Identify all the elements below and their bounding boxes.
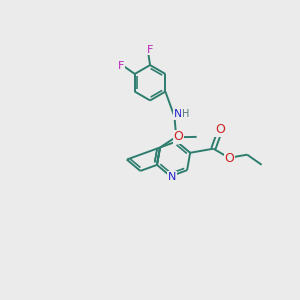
Text: O: O bbox=[215, 123, 225, 136]
Text: N: N bbox=[168, 172, 176, 182]
Text: O: O bbox=[224, 152, 234, 165]
Text: H: H bbox=[182, 109, 189, 118]
Text: O: O bbox=[173, 130, 183, 143]
Text: F: F bbox=[147, 45, 153, 55]
Text: H: H bbox=[182, 109, 189, 118]
Text: O: O bbox=[224, 152, 234, 165]
Text: F: F bbox=[118, 61, 125, 71]
Text: O: O bbox=[173, 130, 183, 143]
Text: O: O bbox=[215, 123, 225, 136]
Text: F: F bbox=[147, 45, 153, 55]
Text: F: F bbox=[118, 61, 125, 71]
Text: N: N bbox=[174, 109, 182, 119]
Text: N: N bbox=[168, 172, 176, 182]
Text: N: N bbox=[174, 109, 182, 119]
